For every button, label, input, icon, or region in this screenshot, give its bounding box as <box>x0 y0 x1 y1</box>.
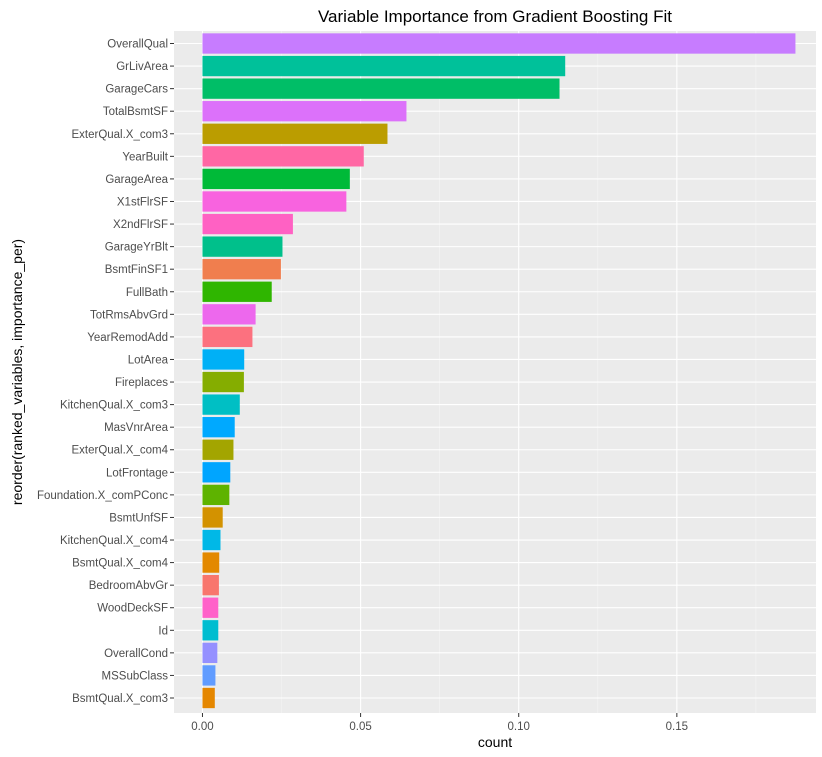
bar-LotArea <box>202 349 245 370</box>
bar-GrLivArea <box>202 55 566 77</box>
bar-MSSubClass <box>202 665 216 686</box>
y-tick-label: GrLivArea <box>116 61 168 73</box>
bar-WoodDeckSF <box>202 597 219 618</box>
bar-Fireplaces <box>202 371 244 393</box>
plot-panel <box>174 31 816 713</box>
y-tick-label: LotArea <box>128 354 169 366</box>
bar-OverallQual <box>202 33 796 54</box>
bar-KitchenQual.X_com3 <box>202 394 240 415</box>
y-tick-label: KitchenQual.X_com3 <box>60 400 168 412</box>
bar-GarageYrBlt <box>202 236 283 257</box>
y-tick-label: GarageYrBlt <box>105 242 169 254</box>
x-tick-label: 0.10 <box>508 721 530 733</box>
y-tick-label: KitchenQual.X_com4 <box>60 535 169 547</box>
y-axis-ticks: OverallQual GrLivArea GarageCars TotalBsmtS… <box>37 39 174 705</box>
x-tick-label: 0.05 <box>349 721 371 733</box>
bar-BsmtQual.X_com4 <box>202 552 220 573</box>
y-tick-label: BsmtQual.X_com4 <box>72 558 168 570</box>
y-tick-label: WoodDeckSF <box>97 603 168 615</box>
x-tick-label: 0.00 <box>191 721 213 733</box>
grid-minor <box>281 31 757 713</box>
bar-YearBuilt <box>202 146 364 167</box>
x-tick-label: 0.15 <box>666 721 688 733</box>
y-tick-label: FullBath <box>126 287 168 299</box>
x-axis-ticks: 0.00 0.05 0.10 0.15 <box>191 713 688 733</box>
bar-TotRmsAbvGrd <box>202 304 256 325</box>
y-tick-label: BsmtQual.X_com3 <box>72 693 168 705</box>
y-tick-label: TotalBsmtSF <box>103 106 168 118</box>
y-tick-label: X2ndFlrSF <box>113 219 168 231</box>
y-tick-label: Id <box>158 625 168 637</box>
x-axis-title: count <box>478 734 512 750</box>
y-tick-label: YearRemodAdd <box>87 332 168 344</box>
y-tick-label: GarageArea <box>105 174 168 186</box>
bar-BedroomAbvGr <box>202 574 219 596</box>
y-tick-label: ExterQual.X_com4 <box>71 445 168 457</box>
bars <box>202 33 796 709</box>
bar-YearRemodAdd <box>202 326 253 348</box>
y-tick-label: OverallCond <box>104 648 168 660</box>
y-tick-label: Fireplaces <box>115 377 168 389</box>
bar-LotFrontage <box>202 462 231 483</box>
y-tick-label: BedroomAbvGr <box>89 580 168 592</box>
y-tick-label: OverallQual <box>107 39 168 51</box>
y-tick-label: X1stFlrSF <box>117 196 168 208</box>
y-tick-label: BsmtUnfSF <box>109 512 168 524</box>
bar-Foundation.X_comPConc <box>202 484 230 506</box>
bar-X1stFlrSF <box>202 191 347 212</box>
bar-TotalBsmtSF <box>202 101 407 122</box>
y-tick-label: MasVnrArea <box>104 422 169 434</box>
bar-ExterQual.X_com3 <box>202 123 388 144</box>
y-tick-label: BsmtFinSF1 <box>105 264 168 276</box>
y-tick-label: GarageCars <box>105 84 168 96</box>
bar-GarageCars <box>202 78 560 99</box>
y-tick-label: LotFrontage <box>106 467 168 479</box>
y-tick-label: Foundation.X_comPConc <box>37 490 168 502</box>
bar-BsmtQual.X_com3 <box>202 687 215 709</box>
y-tick-label: TotRmsAbvGrd <box>90 309 168 321</box>
bar-OverallCond <box>202 642 218 664</box>
chart-title: Variable Importance from Gradient Boosti… <box>318 7 672 26</box>
bar-Id <box>202 620 219 641</box>
y-tick-label: ExterQual.X_com3 <box>71 129 168 141</box>
bar-BsmtFinSF1 <box>202 259 281 280</box>
y-tick-label: YearBuilt <box>122 151 168 163</box>
bar-MasVnrArea <box>202 417 235 438</box>
bar-KitchenQual.X_com4 <box>202 529 221 551</box>
bar-BsmtUnfSF <box>202 507 223 528</box>
bar-X2ndFlrSF <box>202 213 293 235</box>
bar-FullBath <box>202 281 272 302</box>
y-axis-title: reorder(ranked_variables, importance_per… <box>9 239 25 505</box>
bar-ExterQual.X_com4 <box>202 439 234 460</box>
y-tick-label: MSSubClass <box>102 670 169 682</box>
bar-GarageArea <box>202 168 350 190</box>
